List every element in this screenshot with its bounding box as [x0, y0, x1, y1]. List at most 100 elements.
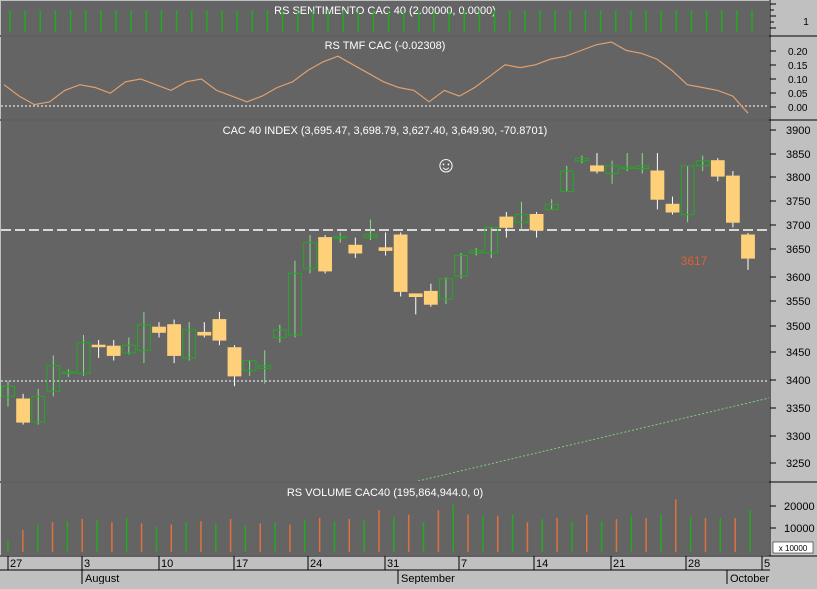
tmf-axis: 0.20 0.15 0.10 0.05 0.00 — [770, 47, 808, 114]
candle-body — [182, 329, 197, 359]
candle-body — [348, 244, 363, 254]
candle-body — [121, 344, 136, 354]
date-label: 24 — [310, 558, 322, 570]
price-tick-label: 3550 — [786, 296, 810, 308]
candle-body — [559, 170, 574, 192]
candle-body — [137, 324, 151, 351]
price-tick-label: 3250 — [786, 458, 810, 470]
trend-line — [417, 397, 770, 482]
date-label: 28 — [688, 558, 700, 570]
candle-body — [303, 242, 317, 269]
date-label: 21 — [613, 558, 625, 570]
date-label: 17 — [236, 558, 248, 570]
price-annotation: 3617 — [681, 254, 708, 268]
price-tick-label: 3350 — [786, 403, 810, 415]
price-tick-label: 3750 — [786, 196, 810, 208]
sentiment-title: RS SENTIMENTO CAC 40 (2.00000, 0.0000) — [274, 5, 496, 17]
tmf-line — [3, 41, 749, 114]
candle-body — [544, 203, 559, 210]
candle-body — [499, 216, 514, 228]
candle-body — [257, 365, 272, 369]
candle-body — [106, 345, 121, 356]
smiley-icon: ☺ — [435, 152, 457, 177]
candle-body — [333, 236, 348, 239]
candle-body — [695, 160, 710, 167]
tmf-panel — [1, 37, 769, 119]
date-label: 14 — [536, 558, 548, 570]
tmf-tick-label: 0.15 — [788, 61, 808, 72]
volume-tick-label: 10000 — [784, 523, 815, 535]
month-label: September — [401, 573, 455, 584]
date-label: 5 — [764, 558, 770, 570]
candle-body — [61, 371, 76, 374]
price-tick-label: 3400 — [786, 375, 810, 387]
date-label: 7 — [461, 558, 467, 570]
candle-body — [242, 360, 257, 372]
sentiment-scale-label: 1 — [803, 17, 809, 28]
date-label: 27 — [10, 558, 22, 570]
candle-body — [91, 344, 106, 348]
candle-body — [529, 214, 544, 231]
candle-body — [272, 329, 287, 338]
candle-body — [635, 165, 650, 169]
volume-title: RS VOLUME CAC40 (195,864,944.0, 0) — [287, 487, 483, 499]
candle-body — [439, 278, 453, 300]
price-tick-label: 3700 — [786, 220, 810, 232]
candle-body — [227, 347, 242, 377]
candle-body — [212, 319, 227, 341]
candle-body — [288, 272, 302, 336]
candle-body — [575, 157, 589, 162]
candle-body — [408, 293, 423, 297]
price-title: CAC 40 INDEX (3,695.47, 3,698.79, 3,627.… — [223, 125, 548, 137]
candle-body — [167, 324, 181, 356]
candle-body — [741, 234, 755, 259]
candle-body — [454, 255, 468, 277]
price-panel — [1, 121, 769, 481]
candle-body — [726, 175, 740, 223]
price-tick-label: 3500 — [786, 321, 810, 333]
x-axis: 27 3 10 17 24 31 7 14 21 28 5 August Sep… — [0, 556, 770, 585]
candle-body — [650, 170, 665, 200]
price-tick-label: 3450 — [786, 347, 810, 359]
candle-body — [665, 203, 680, 213]
tmf-tick-label: 0.20 — [788, 47, 808, 58]
tmf-tick-label: 0.00 — [788, 103, 808, 114]
candle-body — [393, 234, 408, 292]
tmf-title: RS TMF CAC (-0.02308) — [325, 40, 446, 52]
tmf-tick-label: 0.05 — [788, 89, 808, 100]
chart-marks — [1, 10, 755, 552]
date-label: 3 — [84, 558, 90, 570]
candle-body — [514, 214, 529, 223]
candle-body — [620, 166, 635, 169]
price-tick-label: 3850 — [786, 149, 810, 161]
candle-body — [1, 385, 15, 397]
candle-body — [31, 395, 46, 423]
price-tick-label: 3800 — [786, 172, 810, 184]
candle-body — [590, 165, 604, 172]
candle-body — [378, 247, 393, 251]
candle-body — [16, 398, 31, 423]
price-tick-label: 3650 — [786, 244, 810, 256]
volume-panel — [1, 483, 769, 555]
volume-unit-label: x 10000 — [779, 544, 808, 553]
candle-body — [46, 365, 61, 392]
candle-body — [469, 249, 484, 254]
tmf-tick-label: 0.10 — [788, 75, 808, 86]
candle-body — [197, 331, 212, 336]
price-axis: 3900 3850 3800 3750 3700 3650 3600 3550 … — [770, 125, 810, 470]
volume-axis: 20000 10000 x 10000 — [770, 501, 815, 554]
candle-body — [363, 234, 378, 239]
candle-body — [710, 160, 725, 177]
candle-body — [680, 165, 695, 216]
candle-body — [484, 226, 499, 254]
price-tick-label: 3300 — [786, 431, 810, 443]
month-label: October — [730, 573, 769, 584]
date-label: 10 — [161, 558, 173, 570]
candle-body — [423, 290, 438, 305]
candle-body — [152, 326, 166, 333]
candle-body — [76, 342, 91, 374]
date-label: 31 — [387, 558, 399, 570]
candle-body — [605, 165, 620, 175]
